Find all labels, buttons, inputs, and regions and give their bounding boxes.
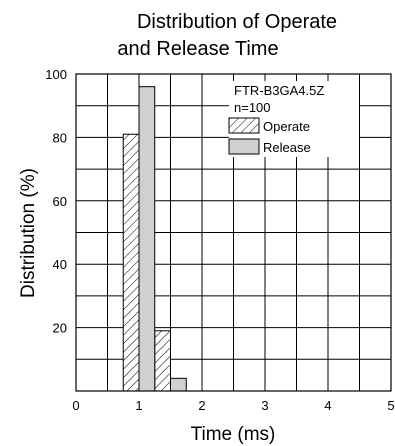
bar-release xyxy=(170,377,187,392)
x-tick-label: 5 xyxy=(387,398,394,413)
legend-label-release: Release xyxy=(263,140,311,155)
x-tick-labels: 0 1 2 3 4 5 xyxy=(72,398,394,413)
y-tick-label: 20 xyxy=(53,321,67,336)
y-tick-labels: 20 40 60 80 100 xyxy=(45,67,67,336)
x-tick-label: 4 xyxy=(324,398,331,413)
bar-operate xyxy=(154,330,171,392)
x-tick-label: 1 xyxy=(135,398,142,413)
y-tick-label: 40 xyxy=(53,257,67,272)
chart-title-line2: and Release Time xyxy=(117,38,278,60)
bars xyxy=(122,86,187,392)
annotation-model: FTR-B3GA4.5Z xyxy=(234,83,324,98)
legend-swatch-release xyxy=(228,138,260,155)
y-tick-label: 80 xyxy=(53,130,67,145)
legend-swatch-operate xyxy=(228,117,260,134)
annotation-n: n=100 xyxy=(234,100,271,115)
y-tick-label: 60 xyxy=(53,194,67,209)
plot-frame xyxy=(75,73,392,392)
chart-title-line1: Distribution of Operate xyxy=(137,11,337,33)
bar-release xyxy=(138,86,156,392)
y-axis-label: Distribution (%) xyxy=(18,168,39,298)
x-tick-label: 0 xyxy=(72,398,79,413)
x-tick-label: 3 xyxy=(261,398,268,413)
legend-label-operate: Operate xyxy=(263,119,310,134)
y-tick-label: 100 xyxy=(45,67,67,82)
x-axis-label: Time (ms) xyxy=(191,424,276,445)
x-tick-label: 2 xyxy=(198,398,205,413)
bar-operate xyxy=(122,133,140,392)
